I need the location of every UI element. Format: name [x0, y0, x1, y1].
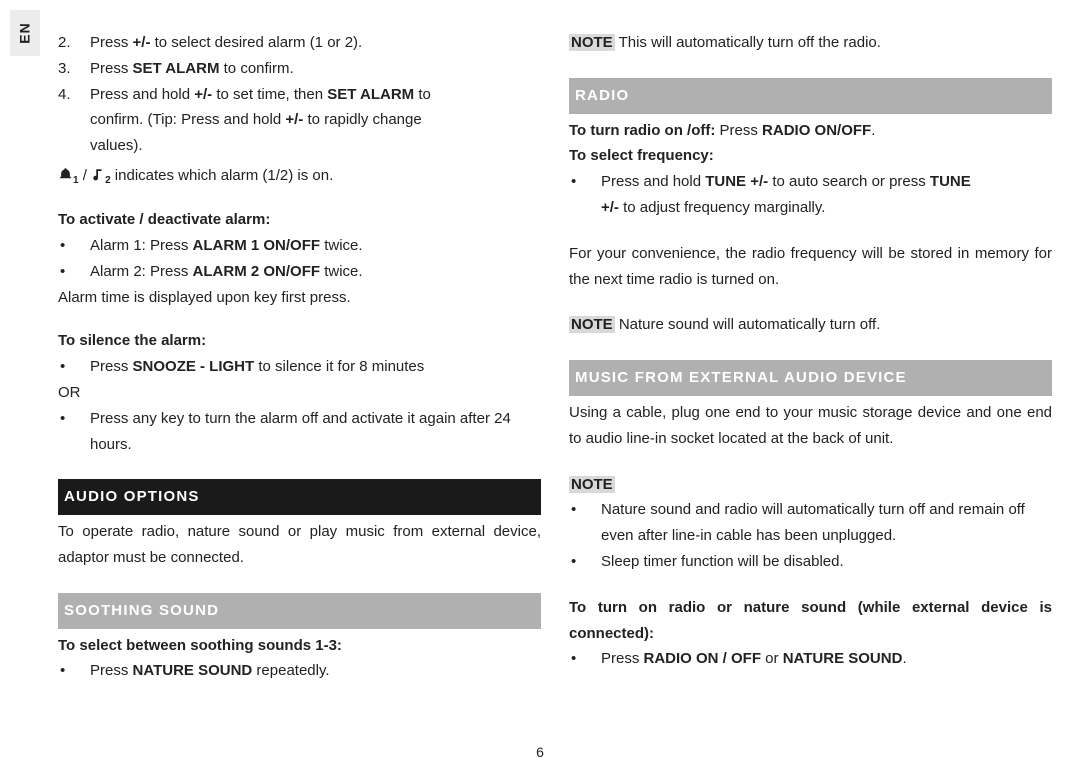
page-number: 6 [0, 744, 1080, 760]
bullet-icon: • [58, 406, 90, 458]
freq-heading: To select frequency: [569, 143, 1052, 169]
silence-list: •Press SNOOZE - LIGHT to silence it for … [58, 354, 541, 380]
note-text: Nature sound will automatically turn off… [615, 316, 881, 333]
step-number: 4. [58, 82, 90, 108]
bullet-icon: • [569, 497, 601, 549]
audio-options-text: To operate radio, nature sound or play m… [58, 519, 541, 571]
freq-list: •Press and hold TUNE +/- to auto search … [569, 169, 1052, 195]
item-text: Press NATURE SOUND repeatedly. [90, 658, 541, 684]
right-column: NOTE This will automatically turn off th… [569, 30, 1062, 684]
external-list: •Press RADIO ON / OFF or NATURE SOUND. [569, 646, 1052, 672]
language-tab: EN [10, 10, 40, 56]
list-item: •Press SNOOZE - LIGHT to silence it for … [58, 354, 541, 380]
list-item: •Alarm 1: Press ALARM 1 ON/OFF twice. [58, 233, 541, 259]
step-text: Press +/- to select desired alarm (1 or … [90, 30, 541, 56]
music-heading: MUSIC FROM EXTERNAL AUDIO DEVICE [569, 360, 1052, 396]
step-number: 2. [58, 30, 90, 56]
bullet-icon: • [569, 169, 601, 195]
item-text: Press any key to turn the alarm off and … [90, 406, 541, 458]
note-label: NOTE [569, 34, 615, 51]
list-item: •Alarm 2: Press ALARM 2 ON/OFF twice. [58, 259, 541, 285]
left-column: 2. Press +/- to select desired alarm (1 … [58, 30, 541, 684]
list-item: •Press any key to turn the alarm off and… [58, 406, 541, 458]
radio-memory-text: For your convenience, the radio frequenc… [569, 241, 1052, 293]
activate-heading: To activate / deactivate alarm: [58, 207, 541, 233]
list-item: •Sleep timer function will be disabled. [569, 549, 1052, 575]
item-text: Sleep timer function will be disabled. [601, 549, 1052, 575]
list-item: •Press NATURE SOUND repeatedly. [58, 658, 541, 684]
item-text: Alarm 1: Press ALARM 1 ON/OFF twice. [90, 233, 541, 259]
radio-heading: RADIO [569, 78, 1052, 114]
soothing-sound-heading: SOOTHING SOUND [58, 593, 541, 629]
silence-section: To silence the alarm: •Press SNOOZE - LI… [58, 328, 541, 457]
radio-on-line: To turn radio on /off: Press RADIO ON/OF… [569, 118, 1052, 144]
bullet-icon: • [58, 259, 90, 285]
note-label: NOTE [569, 316, 615, 333]
music-text: Using a cable, plug one end to your musi… [569, 400, 1052, 452]
item-text: Press and hold TUNE +/- to auto search o… [601, 169, 1052, 195]
bullet-icon: • [58, 658, 90, 684]
page-container: 2. Press +/- to select desired alarm (1 … [0, 0, 1080, 694]
freq-text-cont: +/- to adjust frequency marginally. [569, 195, 1052, 221]
item-text: Alarm 2: Press ALARM 2 ON/OFF twice. [90, 259, 541, 285]
note-label: NOTE [569, 476, 615, 493]
bullet-icon: • [58, 233, 90, 259]
note-heading: NOTE [569, 472, 1052, 498]
indicator-text: indicates which alarm (1/2) is on. [111, 167, 334, 184]
note-line: NOTE Nature sound will automatically tur… [569, 312, 1052, 338]
music-note-icon [91, 167, 105, 184]
external-heading: To turn on radio or nature sound (while … [569, 595, 1052, 647]
bullet-icon: • [569, 549, 601, 575]
soothing-subheading: To select between soothing sounds 1-3: [58, 633, 541, 659]
activate-list: •Alarm 1: Press ALARM 1 ON/OFF twice. •A… [58, 233, 541, 285]
bullet-icon: • [569, 646, 601, 672]
silence-list2: •Press any key to turn the alarm off and… [58, 406, 541, 458]
audio-options-heading: AUDIO OPTIONS [58, 479, 541, 515]
list-item: •Press RADIO ON / OFF or NATURE SOUND. [569, 646, 1052, 672]
language-label: EN [17, 22, 33, 43]
or-text: OR [58, 380, 541, 406]
step-text-cont: confirm. (Tip: Press and hold +/- to rap… [58, 107, 541, 133]
icon-separator: / [79, 167, 92, 184]
list-item: •Nature sound and radio will automatical… [569, 497, 1052, 549]
bell-icon [58, 167, 73, 184]
note-text: This will automatically turn off the rad… [615, 34, 881, 51]
list-item: 4. Press and hold +/- to set time, then … [58, 82, 541, 108]
step-text-cont: values). [58, 133, 541, 159]
item-text: Press SNOOZE - LIGHT to silence it for 8… [90, 354, 541, 380]
note-list: •Nature sound and radio will automatical… [569, 497, 1052, 574]
step-number: 3. [58, 56, 90, 82]
step-text: Press and hold +/- to set time, then SET… [90, 82, 541, 108]
silence-heading: To silence the alarm: [58, 328, 541, 354]
list-item: 2. Press +/- to select desired alarm (1 … [58, 30, 541, 56]
step-text: Press SET ALARM to confirm. [90, 56, 541, 82]
item-text: Press RADIO ON / OFF or NATURE SOUND. [601, 646, 1052, 672]
soothing-list: •Press NATURE SOUND repeatedly. [58, 658, 541, 684]
list-item: •Press and hold TUNE +/- to auto search … [569, 169, 1052, 195]
activate-note: Alarm time is displayed upon key first p… [58, 285, 541, 311]
activate-section: To activate / deactivate alarm: •Alarm 1… [58, 207, 541, 310]
list-item: 3. Press SET ALARM to confirm. [58, 56, 541, 82]
alarm-steps-list: 2. Press +/- to select desired alarm (1 … [58, 30, 541, 107]
note-line: NOTE This will automatically turn off th… [569, 30, 1052, 56]
bullet-icon: • [58, 354, 90, 380]
item-text: Nature sound and radio will automaticall… [601, 497, 1052, 549]
alarm-indicator-line: 1 / 2 indicates which alarm (1/2) is on. [58, 159, 541, 189]
